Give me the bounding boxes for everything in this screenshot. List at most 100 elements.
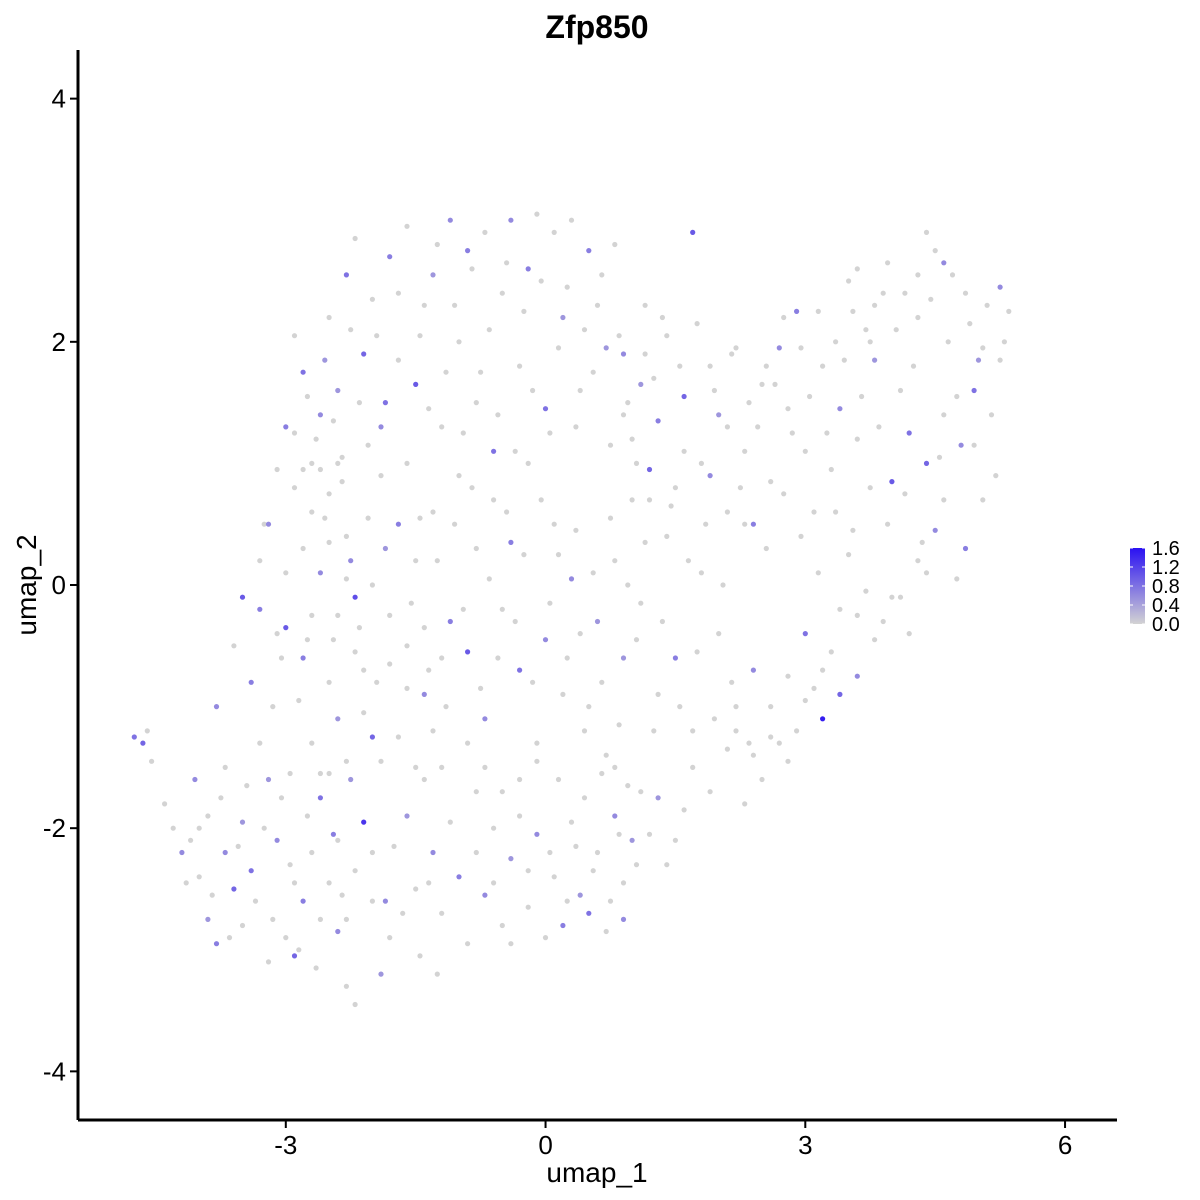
data-point — [720, 582, 726, 588]
data-point — [309, 509, 315, 515]
data-point — [941, 497, 947, 503]
data-point — [343, 916, 349, 923]
data-point — [222, 764, 228, 771]
data-point — [534, 740, 540, 746]
data-point — [629, 436, 635, 442]
data-point — [724, 424, 731, 430]
data-point — [993, 473, 999, 479]
data-point — [291, 880, 298, 886]
data-point — [395, 521, 401, 527]
data-point — [257, 606, 263, 612]
data-point — [759, 381, 765, 387]
data-point — [521, 552, 527, 558]
data-point — [317, 412, 323, 418]
data-point — [750, 667, 757, 673]
data-point — [369, 734, 375, 740]
data-point — [707, 789, 713, 795]
data-point — [534, 758, 540, 764]
data-point — [404, 685, 410, 692]
data-point — [542, 935, 549, 941]
data-point — [369, 296, 375, 302]
data-point — [439, 424, 445, 430]
data-point — [322, 357, 328, 363]
axes — [76, 50, 1117, 1122]
data-point — [491, 825, 497, 831]
data-point — [975, 357, 982, 363]
data-point — [525, 266, 531, 272]
data-point — [742, 521, 748, 527]
data-point — [352, 594, 358, 600]
data-point — [620, 916, 627, 923]
data-point — [802, 448, 808, 454]
data-point — [265, 521, 272, 527]
data-point — [694, 649, 700, 655]
data-point — [612, 813, 618, 819]
data-point — [326, 539, 332, 546]
data-point — [716, 412, 722, 418]
colorbar-ticks: 0.00.40.81.21.6 — [1130, 538, 1180, 636]
data-point — [794, 308, 800, 314]
data-point — [291, 485, 298, 491]
data-point — [633, 862, 640, 868]
data-point — [521, 308, 527, 314]
data-point — [330, 637, 336, 643]
data-point — [426, 880, 432, 886]
data-point — [603, 345, 609, 351]
data-point — [326, 491, 332, 497]
data-point — [846, 552, 852, 558]
data-point — [317, 466, 323, 473]
data-point — [369, 849, 375, 856]
data-point — [690, 229, 696, 235]
data-point — [872, 637, 878, 643]
data-point — [144, 728, 150, 734]
data-point — [1001, 339, 1008, 345]
data-point — [798, 533, 804, 540]
data-point — [772, 381, 778, 387]
data-point — [369, 898, 375, 904]
data-point — [984, 302, 990, 308]
data-point — [729, 679, 735, 685]
data-point — [785, 673, 791, 679]
data-point — [551, 229, 557, 235]
data-point — [478, 685, 484, 692]
data-point — [478, 369, 484, 375]
data-point — [421, 625, 427, 631]
data-point — [746, 740, 752, 746]
data-point — [291, 430, 298, 436]
data-point — [261, 521, 267, 527]
data-point — [941, 260, 947, 266]
data-point — [594, 302, 601, 308]
data-point — [547, 849, 553, 856]
data-point — [690, 764, 696, 771]
data-point — [417, 333, 423, 339]
data-point — [317, 795, 323, 801]
data-point — [941, 412, 947, 418]
data-point — [681, 807, 687, 813]
data-point — [196, 874, 202, 880]
data-point — [733, 345, 739, 351]
data-point — [261, 825, 267, 831]
colorbar-tick-label: 0.0 — [1152, 614, 1180, 636]
data-point — [343, 533, 349, 540]
y-tick-label: 4 — [52, 84, 66, 114]
data-point — [270, 916, 276, 923]
data-point — [248, 679, 254, 685]
data-point — [594, 618, 601, 625]
data-point — [880, 290, 886, 296]
data-point — [287, 770, 293, 777]
data-point — [339, 479, 345, 485]
data-point — [906, 631, 912, 637]
data-point — [612, 764, 618, 771]
data-point — [162, 801, 168, 807]
data-point — [417, 953, 423, 959]
data-point — [776, 740, 782, 746]
data-point — [560, 922, 566, 929]
data-point — [335, 837, 341, 843]
data-point — [196, 825, 202, 831]
data-point — [339, 892, 345, 898]
data-point — [642, 539, 648, 546]
data-point — [590, 369, 596, 375]
data-point — [923, 229, 930, 235]
data-point — [473, 849, 479, 856]
data-point — [564, 898, 570, 904]
